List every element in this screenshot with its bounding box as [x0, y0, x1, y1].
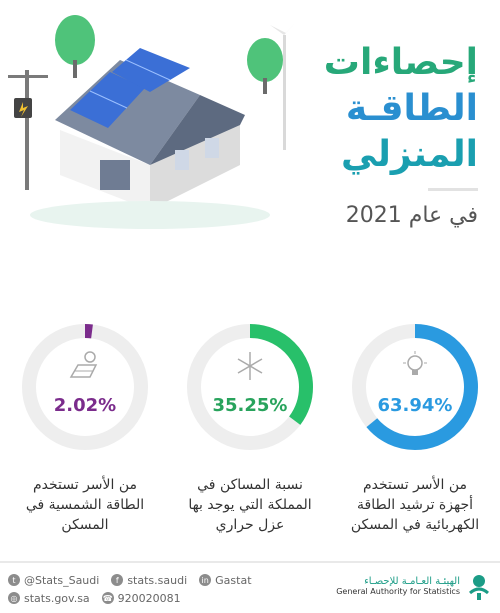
progress-ring: [22, 324, 148, 450]
facebook-handle: stats.saudi: [127, 573, 188, 587]
stat-thermal-insulation: 35.25% نسبة المساكن في المملكة التي يوجد…: [175, 315, 325, 535]
stat-ring: 63.94%: [351, 323, 479, 451]
org-name-english: General Authority for Statistics: [336, 587, 460, 596]
title-line-3: المنزلي: [340, 134, 478, 175]
linkedin-handle: Gastat: [215, 573, 252, 587]
gastat-logo: الهيئـة العـامـة للإحصـاء General Author…: [336, 571, 492, 601]
title-divider: [428, 188, 478, 191]
footer: t @Stats_Saudi f stats.saudi in Gastat ◎…: [0, 561, 500, 613]
social-links: t @Stats_Saudi f stats.saudi in Gastat ◎…: [8, 571, 252, 607]
stat-ring: 2.02%: [21, 323, 149, 451]
stat-value: 35.25%: [212, 395, 288, 416]
website-url: stats.gov.sa: [24, 591, 90, 605]
stat-solar-energy: 2.02% من الأسر تستخدم الطاقة الشمسية في …: [10, 315, 160, 535]
hero-section: إحصاءات الطاقـة المنزلي في عام 2021: [0, 0, 500, 300]
globe-icon: ◎: [8, 592, 20, 604]
solar-panel-icon: [69, 351, 98, 378]
title-line-1: إحصاءات: [323, 42, 478, 83]
title-block: إحصاءات الطاقـة المنزلي في عام 2021: [324, 40, 478, 228]
stat-ring: 35.25%: [186, 323, 314, 451]
stats-section: 63.94% من الأسر تستخدم أجهزة ترشيد الطاق…: [0, 315, 500, 533]
house-illustration: [8, 15, 296, 229]
phone-link[interactable]: ☎ 920020081: [101, 591, 181, 605]
website-link[interactable]: ◎ stats.gov.sa: [8, 592, 90, 605]
linkedin-icon: in: [199, 574, 212, 586]
org-name-arabic: الهيئـة العـامـة للإحصـاء: [364, 576, 460, 587]
twitter-icon: t: [8, 574, 20, 586]
snowflake-sun-icon: [237, 352, 263, 380]
subtitle-year: في عام 2021: [345, 203, 478, 228]
linkedin-link[interactable]: in Gastat: [199, 573, 252, 587]
gastat-emblem-icon: [469, 575, 489, 600]
progress-ring: [187, 324, 313, 450]
title-line-2: الطاقـة: [345, 88, 478, 129]
twitter-handle: @Stats_Saudi: [24, 573, 100, 587]
twitter-link[interactable]: t @Stats_Saudi: [8, 574, 99, 587]
stat-description: من الأسر تستخدم الطاقة الشمسية في المسكن: [25, 477, 145, 533]
phone-number: 920020081: [117, 591, 181, 605]
phone-icon: ☎: [101, 592, 114, 604]
stat-value: 2.02%: [53, 395, 117, 416]
stat-energy-saving: 63.94% من الأسر تستخدم أجهزة ترشيد الطاق…: [340, 315, 490, 535]
facebook-icon: f: [111, 574, 124, 586]
stat-value: 63.94%: [377, 395, 453, 416]
facebook-link[interactable]: f stats.saudi: [111, 574, 187, 587]
progress-ring: [352, 324, 478, 450]
lightbulb-icon: [403, 351, 427, 375]
stat-description: من الأسر تستخدم أجهزة ترشيد الطاقة الكهر…: [350, 477, 480, 533]
stat-description: نسبة المساكن في المملكة التي يوجد بها عز…: [188, 477, 312, 533]
